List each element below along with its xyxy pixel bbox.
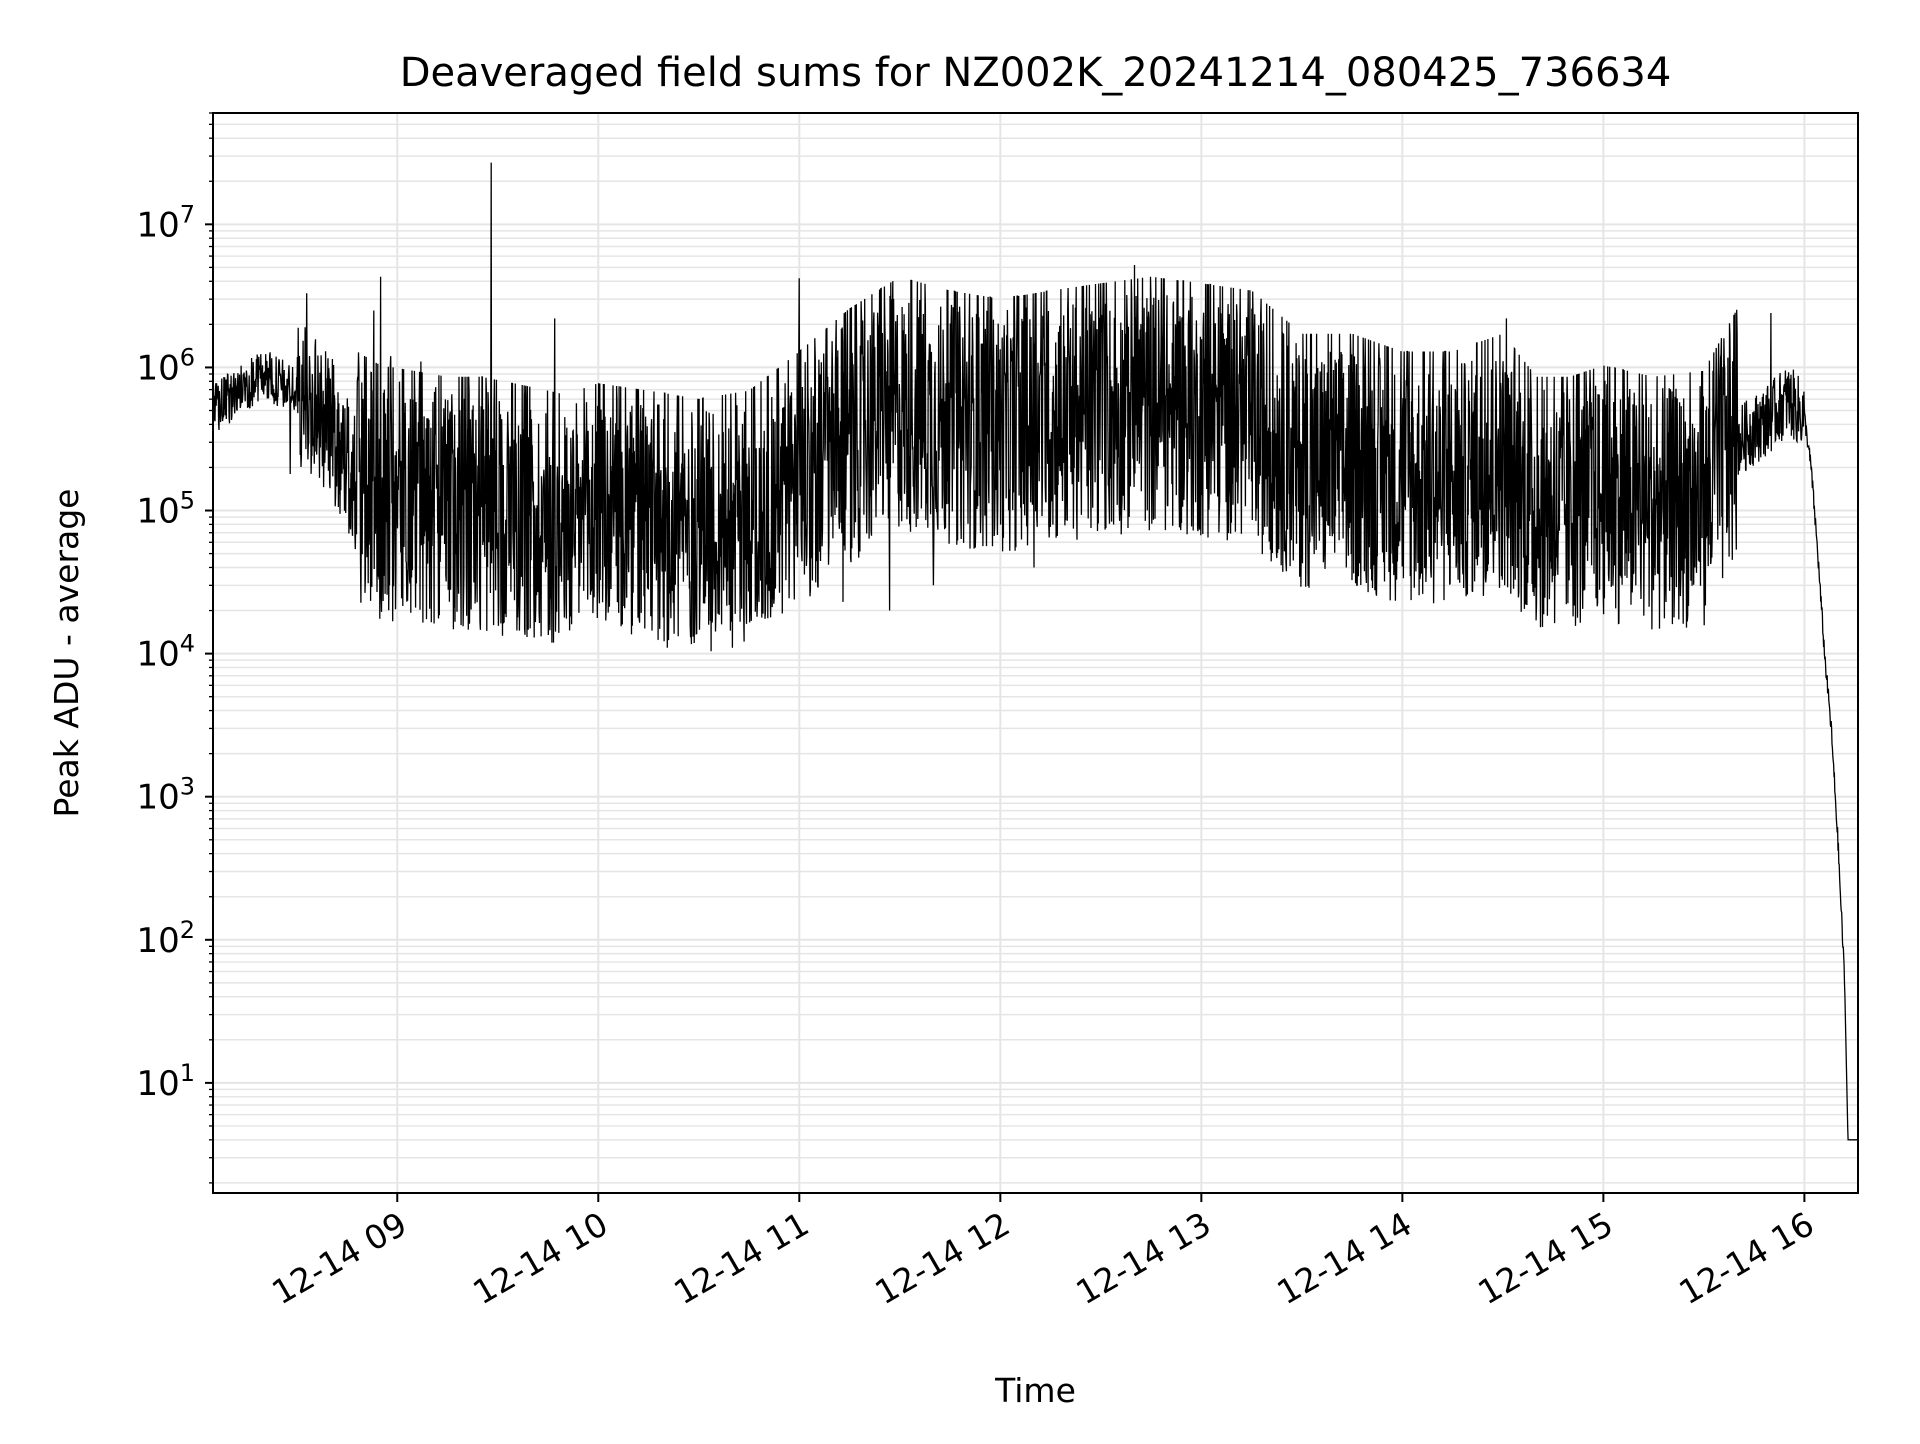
x-tick-label: 12-14 14 (1270, 1204, 1418, 1312)
y-tick-label: 101 (136, 1059, 195, 1104)
x-tick-label: 12-14 15 (1471, 1204, 1619, 1312)
x-tick-label: 12-14 11 (667, 1204, 815, 1312)
y-tick-label: 104 (136, 630, 195, 675)
y-tick-label: 107 (136, 200, 195, 245)
chart-title: Deaveraged field sums for NZ002K_2024121… (400, 50, 1672, 96)
x-tick-label: 12-14 13 (1069, 1204, 1217, 1312)
x-axis-ticks: 12-14 09 12-14 10 12-14 11 12-14 12 12-14 13… (265, 1193, 1820, 1312)
y-axis-label: Peak ADU - average (47, 489, 86, 818)
y-tick-label: 102 (136, 916, 195, 961)
series-layer (212, 162, 1858, 1141)
y-axis-ticks: 101 102 103 104 105 106 107 (136, 112, 213, 1184)
x-tick-label: 12-14 09 (265, 1204, 413, 1312)
x-tick-label: 12-14 16 (1672, 1204, 1820, 1312)
x-axis-label: Time (994, 1371, 1076, 1410)
grid-layer (213, 112, 1858, 1193)
x-tick-label: 12-14 10 (466, 1204, 614, 1312)
y-tick-label: 106 (136, 343, 195, 388)
y-tick-label: 103 (136, 773, 195, 818)
x-tick-label: 12-14 12 (868, 1204, 1016, 1312)
y-tick-label: 105 (136, 487, 195, 532)
series-line (212, 162, 1858, 1141)
